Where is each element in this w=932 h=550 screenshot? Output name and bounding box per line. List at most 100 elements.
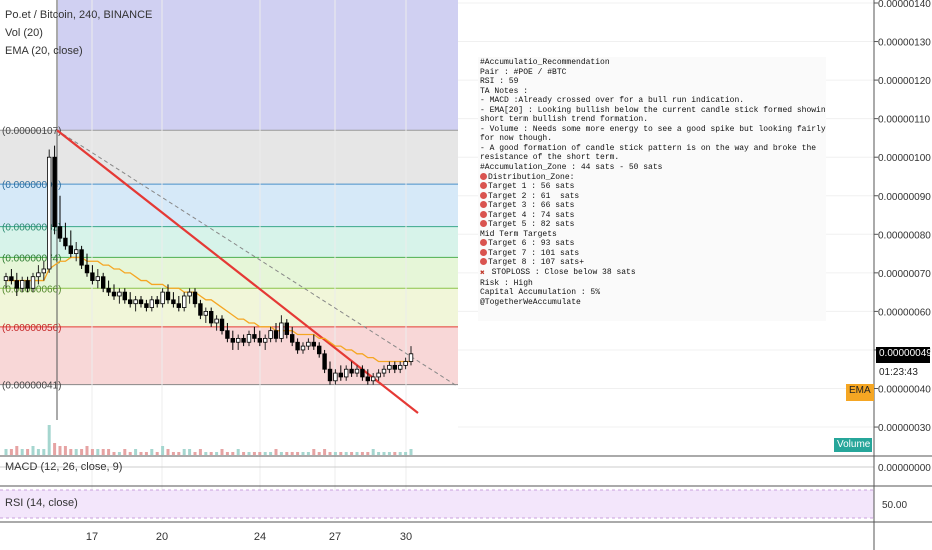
volume-bar [269, 452, 273, 455]
volume-bar [274, 449, 278, 455]
candle-body [117, 291, 122, 297]
fib-label: (0.00000074) [2, 253, 62, 264]
x-tick-label: 24 [254, 531, 266, 543]
target-icon [480, 191, 487, 199]
note-line: Target 4 : 74 sats [480, 210, 824, 221]
volume-bar [231, 452, 235, 455]
target-icon [480, 258, 487, 266]
candle-body [154, 299, 160, 305]
note-text: STOPLOSS : Close below 38 sats [486, 268, 636, 278]
candle-body [138, 299, 144, 305]
candle-body [306, 341, 311, 347]
candle-body [203, 310, 208, 316]
volume-bar [112, 452, 116, 455]
volume-bar [360, 452, 364, 455]
volume-bar [393, 452, 397, 455]
fib-label: (0.00000107) [2, 126, 62, 137]
volume-bar [36, 449, 40, 455]
volume-bar [323, 449, 327, 455]
candle-body [300, 345, 306, 351]
candle-body [354, 368, 360, 374]
note-text: Capital Accumulation : 5% [480, 288, 601, 298]
target-icon [480, 220, 487, 228]
candle-body [257, 337, 262, 343]
note-line: Target 2 : 61 sats [480, 191, 824, 202]
volume-bar [290, 452, 294, 455]
note-line: @TogetherWeAccumulate [480, 298, 824, 308]
candle-body [365, 376, 370, 382]
note-text: Distribution_Zone: [488, 172, 575, 182]
note-line: #Accumulation_Zone : 44 sats - 50 sats [480, 163, 824, 173]
volume-bar [312, 449, 316, 455]
candle-body [225, 330, 230, 339]
note-text: for now though. [480, 134, 553, 144]
volume-bar [371, 449, 375, 455]
volume-bar [204, 452, 208, 455]
candle-body [322, 353, 327, 370]
volume-bar [247, 452, 251, 455]
target-icon [480, 248, 487, 256]
candle-body [311, 341, 316, 347]
note-line: Capital Accumulation : 5% [480, 288, 824, 298]
candle-body [41, 268, 46, 274]
candle-body [387, 364, 392, 370]
candle-body [84, 264, 90, 274]
candle-body [333, 372, 338, 382]
ema-badge: EMA [846, 384, 874, 401]
note-line: Target 5 : 82 sats [480, 220, 824, 230]
volume-bar [31, 446, 35, 455]
candle-body [214, 318, 219, 324]
candle-body [111, 291, 117, 297]
volume-bar [9, 449, 13, 455]
volume-bar [182, 449, 186, 455]
fib-band [0, 257, 458, 289]
fib-label: (0.00000066) [2, 284, 62, 295]
volume-bar [387, 452, 391, 455]
note-text: Target 3 : 66 sats [488, 201, 575, 211]
price-tick-label: 0.00000090 [878, 192, 931, 203]
candle-body [47, 156, 52, 270]
note-line: Target 3 : 66 sats [480, 201, 824, 211]
note-line: #Accumulatio_Recommendation [480, 58, 824, 68]
volume-bar [306, 452, 310, 455]
candle-body [219, 318, 225, 332]
volume-bar [161, 446, 165, 455]
note-line: RSI : 59 [480, 77, 824, 87]
volume-bar [69, 449, 73, 455]
volume-bar [333, 452, 337, 455]
candle-body [408, 353, 414, 362]
volume-bar [63, 446, 67, 455]
volume-bar [198, 449, 202, 455]
x-tick-label: 30 [400, 531, 412, 543]
volume-bar [96, 449, 100, 455]
volume-bar [123, 449, 127, 455]
rsi-axis-label: 50.00 [882, 500, 907, 511]
volume-bar [252, 452, 256, 455]
volume-bar [344, 452, 348, 455]
note-line: Risk : High [480, 279, 824, 289]
note-line: Mid Term Targets [480, 230, 824, 240]
note-text: RSI : 59 [480, 77, 519, 87]
volume-badge: Volume [834, 438, 872, 452]
candle-body [68, 245, 73, 254]
volume-bar [15, 446, 19, 455]
price-tick-label: 0.00000040 [878, 385, 931, 396]
note-text: @TogetherWeAccumulate [480, 297, 581, 307]
candle-body [370, 376, 376, 382]
note-text: Target 5 : 82 sats [488, 220, 575, 230]
candle-body [343, 368, 349, 378]
price-tick-label: 0.00000120 [878, 76, 931, 87]
volume-bar [279, 452, 283, 455]
candle-body [289, 334, 295, 343]
volume-bar [377, 452, 381, 455]
volume-bar [236, 449, 240, 455]
volume-bar [258, 452, 262, 455]
note-line: for now though. [480, 134, 824, 144]
candle-body [268, 330, 273, 339]
volume-bar [350, 452, 354, 455]
ema-line [6, 256, 411, 363]
candle-body [36, 272, 41, 278]
volume-bar [26, 449, 30, 455]
